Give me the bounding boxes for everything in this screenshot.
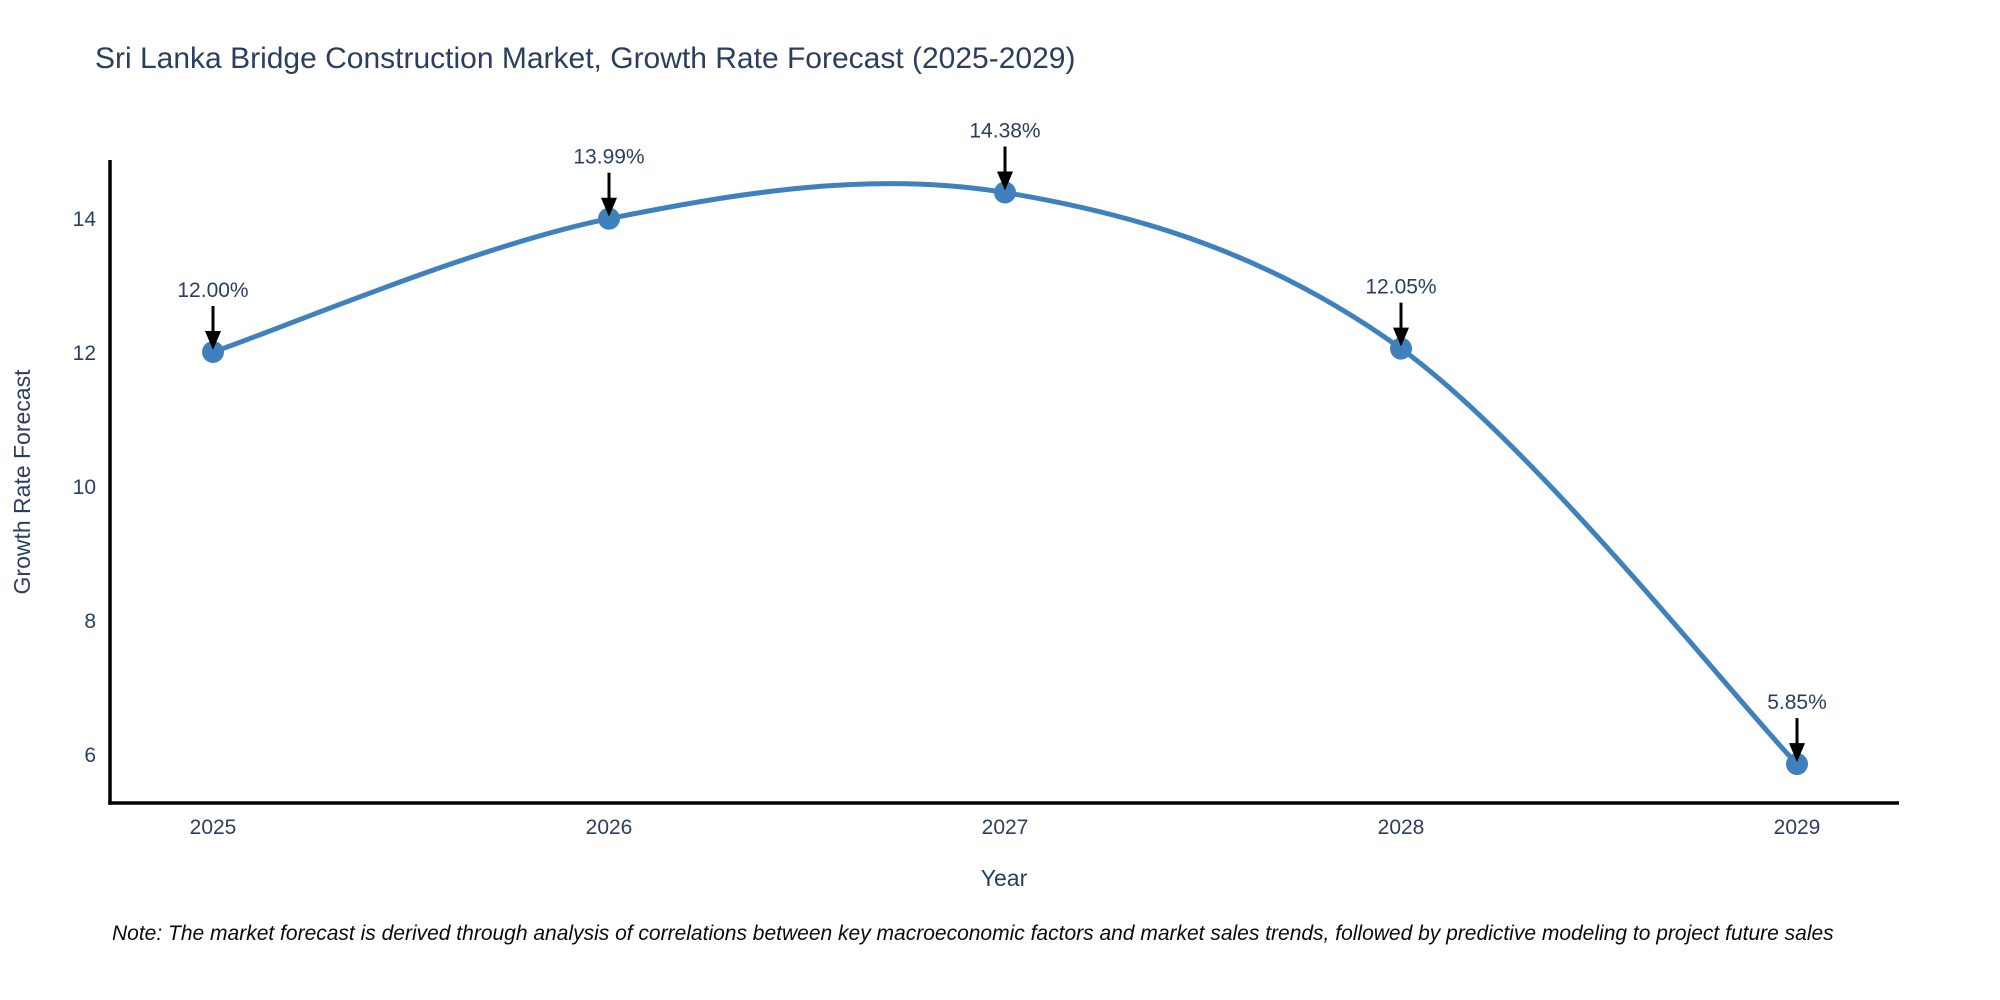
data-point[interactable] (994, 181, 1016, 204)
annotation-arrowhead (997, 171, 1013, 191)
point-label: 5.85% (1767, 691, 1827, 714)
x-axis-title: Year (981, 865, 1028, 891)
x-tick-label: 2025 (190, 816, 237, 839)
data-point[interactable] (202, 341, 224, 363)
chart-title: Sri Lanka Bridge Construction Market, Gr… (95, 42, 1076, 75)
annotation-arrowhead (205, 331, 221, 350)
y-tick-label: 8 (84, 610, 96, 633)
y-tick-label: 6 (84, 744, 96, 767)
data-point[interactable] (1390, 337, 1412, 360)
x-tick-label: 2026 (586, 816, 633, 839)
y-axis-title: Growth Rate Forecast (9, 369, 35, 595)
trend-line (210, 181, 1800, 767)
y-tick-label: 14 (73, 208, 97, 231)
data-point[interactable] (1786, 753, 1808, 776)
plot-area: 6 8 10 12 14 2025 2026 2027 2028 2029 12.00% 13.99%… (73, 120, 1827, 840)
y-tick-label: 12 (73, 342, 96, 365)
annotation-arrowhead (1789, 743, 1805, 763)
x-tick-label: 2028 (1378, 816, 1425, 839)
point-label: 12.05% (1365, 276, 1436, 299)
data-point[interactable] (598, 207, 620, 230)
y-tick-label: 10 (73, 476, 96, 499)
annotation-arrowhead (1393, 327, 1409, 347)
x-tick-label: 2029 (1774, 816, 1821, 839)
point-label: 12.00% (177, 279, 248, 302)
footnote: Note: The market forecast is derived thr… (112, 922, 1834, 945)
point-label: 13.99% (573, 146, 644, 169)
point-label: 14.38% (969, 120, 1040, 143)
x-tick-label: 2027 (982, 816, 1029, 839)
annotation-arrowhead (601, 197, 617, 217)
